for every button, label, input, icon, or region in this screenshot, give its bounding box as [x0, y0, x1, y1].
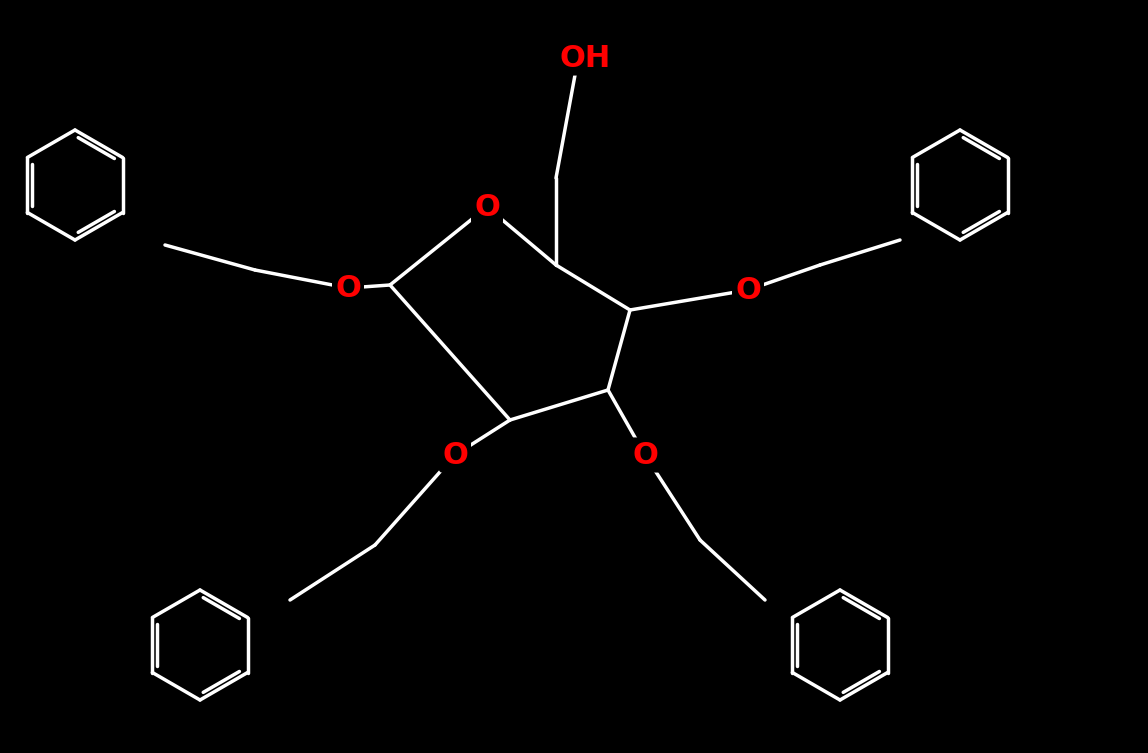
Text: O: O — [442, 441, 468, 470]
Text: O: O — [474, 193, 499, 221]
Text: O: O — [735, 276, 761, 304]
Text: OH: OH — [559, 44, 611, 72]
Text: O: O — [633, 441, 658, 470]
Text: O: O — [335, 273, 360, 303]
